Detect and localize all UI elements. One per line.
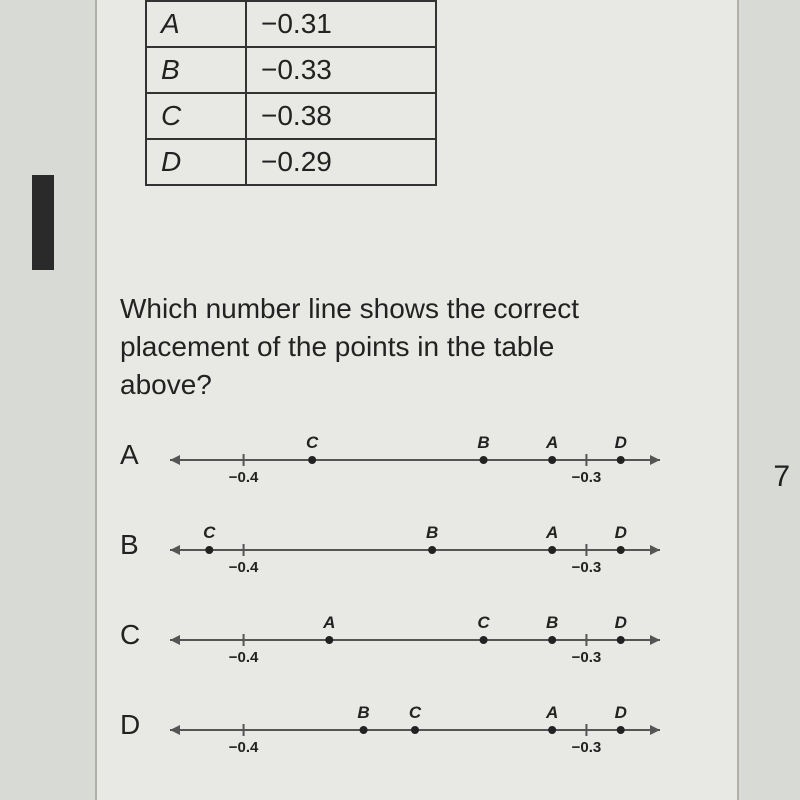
number-line-point-label: D [615, 703, 627, 722]
question-text: Which number line shows the correct plac… [120, 290, 640, 403]
number-line-point-label: B [546, 613, 558, 632]
svg-text:−0.4: −0.4 [229, 469, 259, 485]
number-line-point [617, 726, 625, 734]
svg-text:−0.4: −0.4 [229, 649, 259, 665]
number-line-point-label: C [477, 613, 490, 632]
page-marker-seven: 7 [773, 460, 790, 494]
number-line-point-label: A [322, 613, 335, 632]
number-line-point-label: C [409, 703, 422, 722]
number-line-point [548, 546, 556, 554]
table-cell-point: B [146, 47, 246, 93]
number-line-point-label: B [357, 703, 369, 722]
number-line: −0.4 −0.3 B C A D [165, 695, 680, 755]
number-line-point-label: D [615, 613, 627, 632]
number-line-point [411, 726, 419, 734]
table-cell-value: −0.38 [246, 93, 436, 139]
number-line: −0.4 −0.3 C B A D [165, 425, 680, 485]
number-line-point-label: A [545, 703, 558, 722]
number-line-point [360, 726, 368, 734]
number-line-point [308, 456, 316, 464]
number-line-point-label: B [426, 523, 438, 542]
option-row[interactable]: B −0.4 −0.3 C B A D [120, 515, 680, 575]
number-line-point [548, 726, 556, 734]
table-cell-point: A [146, 1, 246, 47]
coordinates-table: A−0.31B−0.33C−0.38D−0.29 [145, 0, 437, 186]
number-line-point [617, 546, 625, 554]
svg-text:−0.3: −0.3 [572, 559, 602, 575]
svg-text:−0.3: −0.3 [572, 739, 602, 755]
number-line-point-label: D [615, 523, 627, 542]
table-cell-value: −0.29 [246, 139, 436, 185]
svg-text:−0.4: −0.4 [229, 559, 259, 575]
svg-text:−0.4: −0.4 [229, 739, 259, 755]
number-line-point [205, 546, 213, 554]
number-line: −0.4 −0.3 A C B D [165, 605, 680, 665]
number-line-point [617, 636, 625, 644]
svg-text:−0.3: −0.3 [572, 469, 602, 485]
number-line-point [325, 636, 333, 644]
option-label: C [120, 619, 165, 651]
table-cell-point: D [146, 139, 246, 185]
number-line-point [617, 456, 625, 464]
table-cell-value: −0.33 [246, 47, 436, 93]
number-line-point [548, 456, 556, 464]
number-line-point [548, 636, 556, 644]
svg-text:−0.3: −0.3 [572, 649, 602, 665]
table-cell-point: C [146, 93, 246, 139]
number-line-point [480, 456, 488, 464]
answer-options: A−0.4−0.3CBADB−0.4−0.3CBADC−0.4−0.3ACBDD… [120, 425, 680, 785]
number-line-point-label: C [203, 523, 216, 542]
number-line-point [480, 636, 488, 644]
table-cell-value: −0.31 [246, 1, 436, 47]
option-row[interactable]: A −0.4 −0.3 C B A D [120, 425, 680, 485]
number-line-point-label: C [306, 433, 319, 452]
option-label: A [120, 439, 165, 471]
text-cursor [32, 175, 54, 270]
number-line-point-label: D [615, 433, 627, 452]
number-line-point-label: A [545, 433, 558, 452]
option-label: B [120, 529, 165, 561]
option-row[interactable]: C −0.4 −0.3 A C B D [120, 605, 680, 665]
number-line: −0.4 −0.3 C B A D [165, 515, 680, 575]
option-label: D [120, 709, 165, 741]
number-line-point [428, 546, 436, 554]
number-line-point-label: A [545, 523, 558, 542]
option-row[interactable]: D −0.4 −0.3 B C A D [120, 695, 680, 755]
number-line-point-label: B [477, 433, 489, 452]
